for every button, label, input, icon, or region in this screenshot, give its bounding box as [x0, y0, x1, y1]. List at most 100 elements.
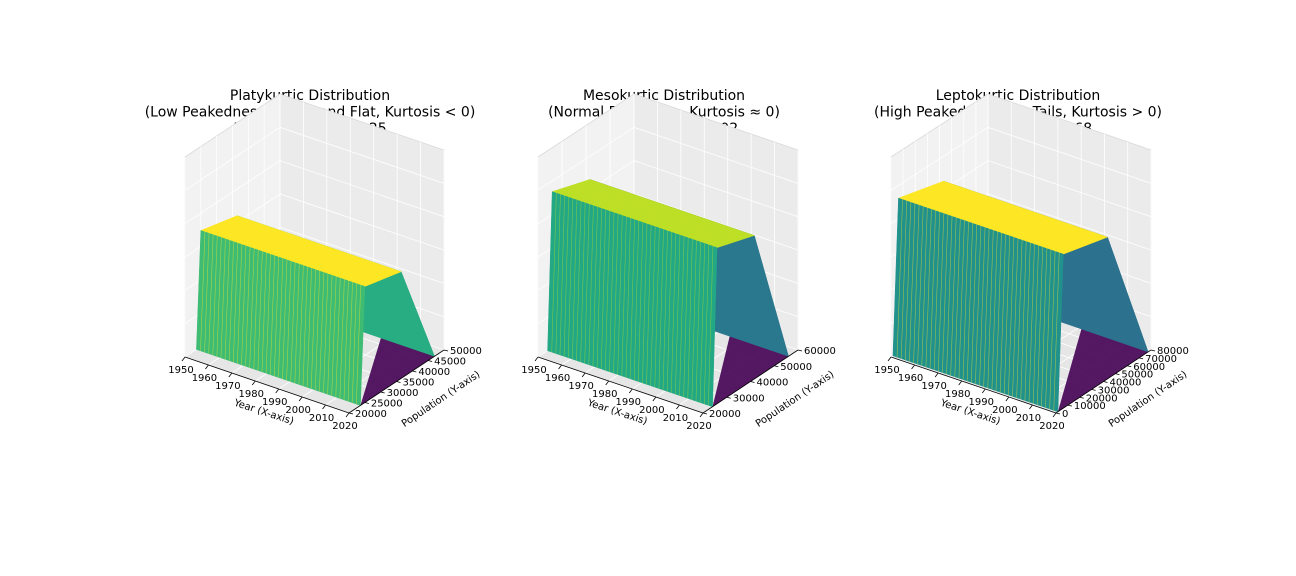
surface-mesh-line [1008, 220, 1059, 395]
surface-mesh-line [220, 223, 262, 358]
surface-mesh-line [687, 226, 730, 399]
surface-mesh-line [294, 249, 336, 384]
x-tick-label: 1980 [239, 389, 264, 400]
z-gridline [537, 126, 799, 191]
surface-mesh-line [269, 240, 312, 375]
surface-mesh-line [588, 193, 632, 365]
y-tick-mark [1091, 388, 1096, 391]
x-tick-mark [275, 388, 280, 394]
surface-mesh-line [224, 225, 266, 360]
x-tick-label: 1970 [568, 381, 593, 392]
surface-mesh-line [670, 221, 714, 393]
x-tick-mark [911, 364, 915, 370]
surface-mesh-line [241, 230, 283, 365]
x-tick-label: 1970 [215, 381, 240, 392]
surface-mesh-line [905, 185, 957, 360]
surface-mesh-line [1041, 231, 1092, 407]
surface-mesh-line [699, 230, 743, 403]
x-tick-label: 1990 [969, 397, 994, 408]
surface-mesh-line [708, 233, 751, 406]
surface-mesh-line [946, 199, 998, 374]
surface-mesh-line [327, 260, 369, 395]
surface-mesh-line [302, 251, 344, 386]
y-tick-label: 0 [1062, 409, 1068, 420]
surface-mesh-line [351, 268, 394, 403]
surface-mesh-line [691, 228, 734, 400]
surface-mesh-line [245, 232, 287, 367]
y-tick-label: 70000 [1145, 354, 1177, 365]
surface-mesh-line [654, 215, 697, 388]
surface-mesh-line [208, 219, 250, 354]
surface-mesh-line [576, 188, 619, 361]
y-tick-mark [1079, 396, 1084, 399]
chart-title-line: Mesokurtic Distribution [583, 88, 745, 104]
x-tick-label: 2020 [332, 421, 357, 432]
surface-mesh-line [979, 210, 1030, 386]
x-tick-label: 1950 [521, 365, 546, 376]
surface-mesh-line [323, 258, 365, 393]
surface-mesh-line [900, 183, 952, 359]
platykurtic-panel: Platykurtic Distribution (Low Peakedness,… [145, 88, 483, 432]
y-tick-mark [1103, 381, 1108, 383]
surface-mesh-line [925, 192, 977, 367]
x-tick-label: 2000 [639, 405, 664, 416]
surface-mesh-line [987, 213, 1038, 388]
x-tick-mark [181, 356, 186, 362]
x-tick-mark [205, 364, 209, 370]
surface-mesh-line [559, 183, 603, 355]
surface-mesh-line [200, 216, 242, 351]
y-tick-label: 50000 [450, 346, 482, 357]
y-tick-mark [1067, 404, 1072, 407]
x-tick-label: 2020 [686, 421, 711, 432]
surface-mesh-line [950, 200, 1002, 376]
x-tick-label: 2010 [309, 413, 334, 424]
surface-mesh-line [265, 239, 307, 374]
y-tick-label: 60000 [1133, 362, 1165, 373]
surface-mesh-line [331, 261, 373, 396]
x-tick-mark [605, 380, 610, 386]
x-tick-label: 1980 [592, 389, 617, 400]
surface-mesh-line [921, 190, 973, 366]
y-tick-label: 20000 [709, 409, 741, 420]
leptokurtic-panel: Leptokurtic Distribution(High Peakedness… [874, 88, 1189, 432]
x-tick-mark [298, 396, 303, 402]
x-tick-label: 2000 [992, 405, 1017, 416]
surface-mesh-line [233, 228, 275, 363]
y-tick-label: 10000 [1074, 401, 1106, 412]
x-tick-label: 1950 [874, 365, 899, 376]
surface-mesh-line [999, 217, 1051, 393]
y-tick-mark [348, 412, 354, 415]
surface-mesh-line [896, 182, 948, 358]
z-gridline [184, 126, 445, 191]
surface-mesh-line [315, 256, 357, 391]
y-tick-mark [1127, 365, 1132, 368]
y-tick-mark [396, 381, 401, 383]
z-gridline [184, 160, 445, 225]
x-tick-mark [981, 388, 986, 394]
x-tick-label: 2020 [1039, 421, 1064, 432]
y-tick-mark [1150, 349, 1156, 352]
x-tick-mark [558, 364, 562, 370]
y-tick-mark [443, 349, 449, 352]
y-tick-mark [702, 412, 708, 415]
y-tick-mark [726, 396, 731, 399]
x-tick-label: 2000 [285, 405, 310, 416]
surface-mesh-line [1016, 222, 1067, 398]
surface-mesh-line [282, 244, 324, 379]
y-tick-label: 80000 [1157, 346, 1189, 357]
y-tick-label: 20000 [1086, 393, 1118, 404]
surface-mesh-line [621, 204, 664, 376]
x-tick-label: 1960 [545, 373, 570, 384]
x-tick-mark [251, 380, 256, 386]
surface-mesh-line [975, 208, 1026, 384]
surface-mesh-line [933, 194, 985, 370]
surface-mesh-line [703, 232, 747, 404]
y-tick-label: 50000 [780, 362, 812, 373]
surface-mesh-line [278, 243, 320, 378]
x-tick-label: 1980 [945, 389, 970, 400]
surface-mesh-line [1003, 218, 1055, 394]
surface-mesh-line [666, 219, 710, 392]
y-tick-mark [797, 349, 803, 352]
surface-mesh-line [642, 211, 685, 383]
x-tick-label: 2010 [1016, 413, 1041, 424]
